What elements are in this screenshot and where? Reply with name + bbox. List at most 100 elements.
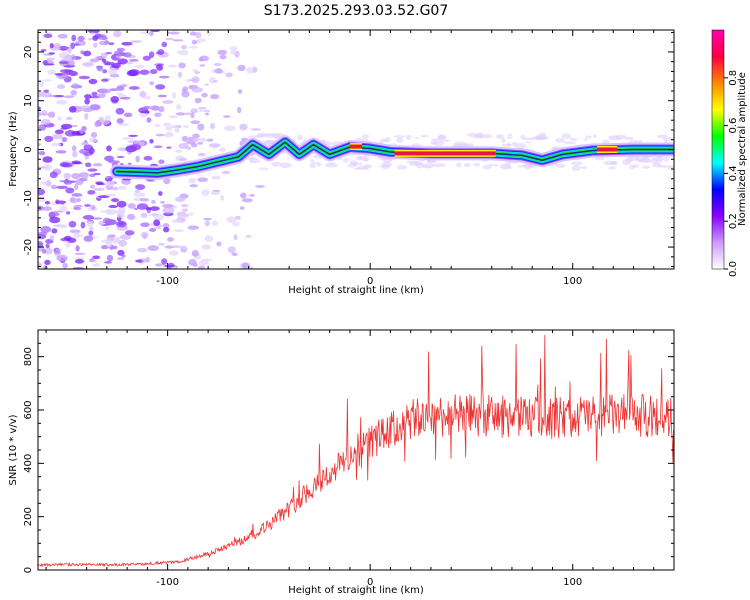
- x-tick-label: -100: [156, 276, 179, 287]
- noise-speckle: [63, 95, 75, 99]
- noise-speckle: [143, 155, 153, 161]
- y-tick-label: -10: [23, 190, 34, 206]
- noise-speckle: [71, 172, 81, 180]
- noise-speckle: [38, 188, 46, 196]
- noise-speckle: [217, 49, 228, 56]
- noise-speckle: [163, 177, 171, 185]
- halo-speckle: [593, 134, 598, 138]
- noise-speckle: [127, 61, 133, 65]
- noise-speckle: [116, 200, 127, 208]
- noise-speckle: [204, 235, 214, 242]
- halo-speckle: [359, 157, 370, 161]
- halo-speckle: [310, 159, 315, 164]
- noise-speckle: [41, 110, 48, 116]
- noise-speckle: [135, 155, 140, 163]
- noise-speckle: [78, 75, 91, 80]
- noise-speckle: [89, 227, 94, 231]
- noise-speckle: [155, 84, 166, 90]
- noise-speckle: [175, 112, 186, 116]
- noise-speckle: [155, 263, 163, 267]
- y-tick-label: 400: [23, 454, 34, 473]
- noise-speckle: [109, 88, 119, 92]
- noise-speckle: [178, 49, 189, 56]
- noise-speckle: [90, 132, 98, 138]
- x-tick-label: 100: [563, 577, 582, 588]
- noise-speckle: [250, 128, 262, 131]
- noise-speckle: [118, 123, 130, 127]
- noise-speckle: [227, 246, 236, 254]
- noise-speckle: [38, 91, 43, 98]
- y-tick-label: 20: [23, 46, 34, 59]
- noise-speckle: [203, 109, 211, 112]
- noise-speckle: [84, 162, 92, 168]
- noise-speckle: [180, 245, 188, 253]
- y-tick-label: -20: [23, 239, 34, 255]
- noise-speckle: [161, 258, 168, 265]
- noise-speckle: [168, 250, 179, 256]
- noise-speckle: [68, 106, 77, 113]
- noise-speckle: [84, 94, 92, 99]
- noise-speckle: [67, 129, 73, 137]
- noise-speckle: [69, 180, 77, 183]
- halo-speckle: [420, 134, 430, 138]
- noise-speckle: [128, 134, 139, 137]
- halo-speckle: [432, 163, 446, 168]
- noise-speckle: [104, 181, 116, 187]
- noise-speckle: [166, 146, 172, 149]
- noise-speckle: [92, 42, 98, 48]
- noise-speckle: [45, 243, 50, 249]
- noise-speckle: [117, 249, 125, 256]
- noise-speckle: [233, 234, 238, 241]
- noise-speckle: [64, 235, 72, 241]
- noise-speckle: [197, 152, 206, 157]
- noise-speckle: [88, 30, 100, 34]
- noise-speckle: [40, 48, 47, 52]
- halo-speckle: [324, 163, 339, 168]
- noise-speckle: [201, 244, 211, 250]
- colorbar-tick-label: 0.0: [728, 261, 739, 277]
- noise-speckle: [135, 64, 146, 69]
- halo-speckle: [357, 165, 367, 170]
- noise-speckle: [63, 172, 71, 180]
- noise-speckle: [71, 131, 82, 136]
- colorbar-tick-label: 0.8: [728, 70, 739, 86]
- noise-speckle: [165, 126, 173, 131]
- noise-speckle: [39, 80, 45, 87]
- noise-speckle: [175, 149, 182, 153]
- halo-speckle: [501, 143, 512, 147]
- noise-speckle: [211, 190, 216, 196]
- colorbar-gradient: [712, 30, 724, 269]
- halo-speckle: [431, 138, 441, 141]
- noise-speckle: [51, 228, 58, 234]
- noise-speckle: [50, 184, 57, 190]
- noise-speckle: [38, 205, 45, 211]
- noise-speckle: [104, 226, 110, 230]
- noise-speckle: [188, 79, 198, 82]
- noise-speckle: [181, 90, 190, 98]
- noise-speckle: [43, 33, 53, 39]
- noise-speckle: [204, 83, 209, 86]
- halo-speckle: [309, 163, 316, 169]
- halo-speckle: [297, 134, 303, 141]
- noise-speckle: [232, 221, 240, 227]
- noise-speckle: [91, 91, 98, 97]
- noise-speckle: [153, 213, 165, 221]
- noise-speckle: [192, 133, 200, 139]
- noise-speckle: [197, 265, 206, 269]
- noise-speckle: [201, 258, 213, 261]
- noise-speckle: [223, 115, 231, 118]
- noise-speckle: [42, 264, 48, 269]
- halo-speckle: [501, 137, 506, 144]
- noise-speckle: [118, 221, 125, 226]
- noise-speckle: [196, 142, 204, 145]
- noise-speckle: [191, 250, 199, 257]
- colorbar-ticks: 0.0 0.2 0.4 0.6 0.8: [724, 70, 739, 277]
- noise-speckle: [126, 213, 136, 221]
- colorbar-label: Normalized spectral amplitude: [737, 72, 748, 226]
- noise-speckle: [187, 225, 200, 230]
- noise-speckle: [53, 250, 62, 256]
- x-tick-label: 0: [367, 577, 373, 588]
- noise-speckle: [92, 263, 100, 267]
- noise-speckle: [122, 52, 132, 58]
- y-tick-label: 0: [23, 567, 34, 573]
